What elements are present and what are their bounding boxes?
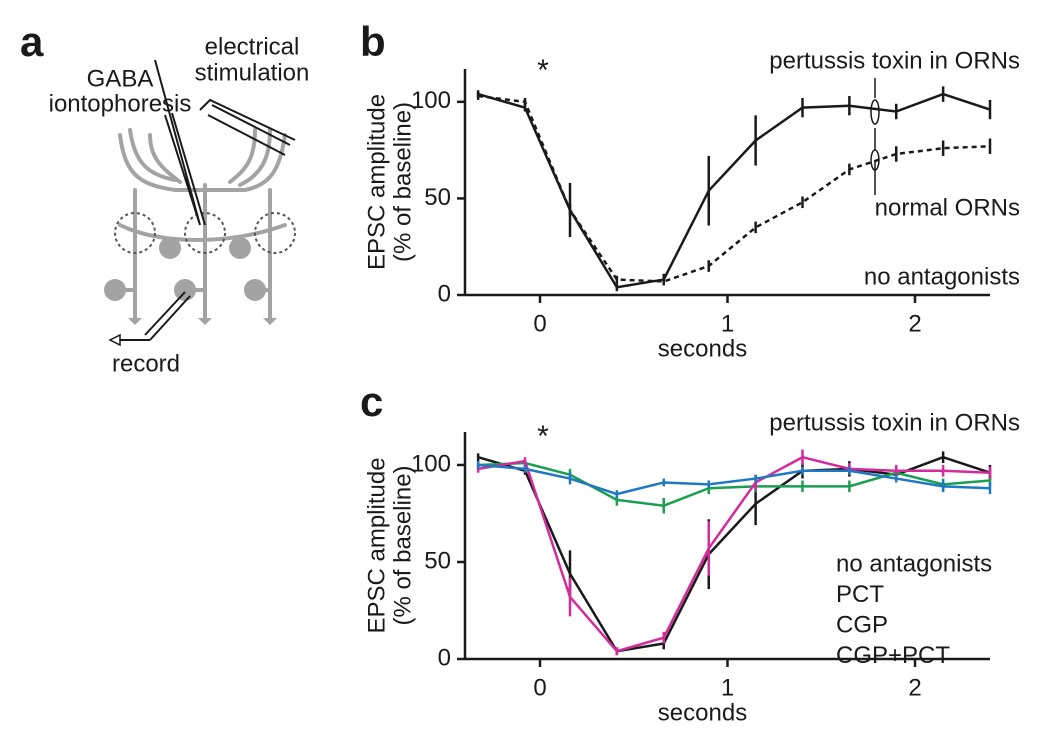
x-tick-label: 2 bbox=[908, 674, 921, 701]
arrowhead bbox=[108, 333, 121, 347]
y-tick-label: 100 bbox=[411, 87, 451, 114]
dendrite bbox=[118, 183, 287, 322]
glomerulus bbox=[254, 212, 296, 254]
x-axis-label: seconds bbox=[658, 699, 747, 726]
y-tick-label: 0 bbox=[438, 644, 451, 671]
axon bbox=[118, 133, 287, 192]
series-label: normal ORNs bbox=[875, 194, 1020, 221]
chart: b 0 50 100 0 1 2 EPSC amplitude (% of baseline) s… bbox=[360, 18, 1020, 362]
legend-entry: CGP+PCT bbox=[836, 642, 950, 669]
diagram-label: electrical bbox=[205, 33, 300, 60]
annotation: no antagonists bbox=[864, 263, 1020, 290]
x-tick-label: 2 bbox=[908, 310, 921, 337]
x-axis-label: seconds bbox=[658, 335, 747, 362]
x-tick-label: 0 bbox=[533, 310, 546, 337]
series-line bbox=[477, 92, 991, 289]
series-line bbox=[477, 455, 991, 653]
diagram: a electrical stimulation GABA iontophore… bbox=[20, 18, 309, 377]
annotation: * bbox=[537, 420, 549, 453]
stim-electrode bbox=[199, 98, 296, 156]
legend-entry: PCT bbox=[836, 581, 884, 608]
annotation: pertussis toxin in ORNs bbox=[769, 409, 1020, 436]
glomerulus bbox=[184, 212, 226, 254]
series-label: pertussis toxin in ORNs bbox=[769, 47, 1020, 74]
axon bbox=[128, 128, 272, 187]
panel-label: a bbox=[20, 18, 44, 65]
series-line bbox=[478, 461, 991, 508]
panel-label: b bbox=[360, 18, 386, 65]
soma bbox=[159, 237, 181, 259]
y-tick-label: 50 bbox=[424, 184, 451, 211]
neurons bbox=[104, 128, 296, 325]
series-line bbox=[478, 463, 991, 496]
glomerulus bbox=[114, 212, 156, 254]
y-axis-label: EPSC amplitude bbox=[363, 94, 390, 270]
x-tick-label: 1 bbox=[721, 310, 734, 337]
arrowhead bbox=[128, 318, 277, 325]
soma bbox=[229, 237, 251, 259]
y-tick-label: 0 bbox=[438, 280, 451, 307]
x-tick-label: 1 bbox=[721, 674, 734, 701]
y-axis-label: (% of baseline) bbox=[389, 102, 416, 262]
ionto-pipette bbox=[154, 59, 206, 226]
label-marker bbox=[870, 99, 880, 125]
diagram-label: stimulation bbox=[195, 59, 310, 86]
y-tick-label: 50 bbox=[424, 547, 451, 574]
y-tick-label: 100 bbox=[411, 450, 451, 477]
y-axis-label: EPSC amplitude bbox=[363, 457, 390, 633]
y-axis-label: (% of baseline) bbox=[389, 465, 416, 625]
label-marker bbox=[870, 149, 880, 171]
series-line bbox=[477, 94, 991, 283]
x-tick-label: 0 bbox=[533, 674, 546, 701]
chart: c 0 50 100 0 1 2 EPSC amplitude (% of baseline) s… bbox=[360, 378, 1020, 726]
diagram-label: GABA bbox=[87, 65, 154, 92]
record-electrode bbox=[118, 291, 191, 341]
annotation: * bbox=[537, 54, 549, 87]
panel-label: c bbox=[360, 378, 383, 425]
legend-entry: no antagonists bbox=[836, 550, 992, 577]
diagram-label: record bbox=[112, 350, 180, 377]
legend-entry: CGP bbox=[836, 611, 888, 638]
